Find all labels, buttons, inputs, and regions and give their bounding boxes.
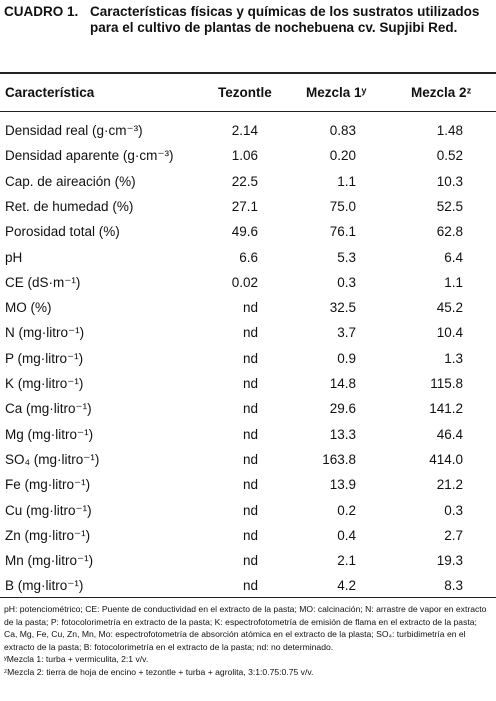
table-cell: 0.2 — [337, 502, 356, 518]
table-cell: 0.9 — [337, 350, 356, 366]
row-label: Densidad aparente (g·cm⁻³) — [5, 148, 174, 164]
header-rule — [0, 111, 496, 112]
table-cell: 8.3 — [444, 578, 463, 594]
table-cell: 49.6 — [231, 224, 258, 240]
table-cell: 76.1 — [329, 224, 356, 240]
row-label: Zn (mg·litro⁻¹) — [5, 527, 91, 543]
table-cell: 2.1 — [337, 553, 356, 569]
footnotes: pH: potenciométrico; CE: Puente de condu… — [4, 603, 492, 678]
table-cell: 75.0 — [329, 198, 356, 214]
table-cell: 4.2 — [337, 578, 356, 594]
row-label: MO (%) — [5, 300, 52, 316]
table-cell: 1.1 — [444, 274, 463, 290]
table-cell: 10.3 — [436, 173, 463, 189]
table-cell: 0.4 — [337, 527, 356, 543]
row-label: Ca (mg·litro⁻¹) — [5, 401, 92, 417]
table-cell: nd — [242, 401, 258, 417]
table-cell: 1.06 — [231, 148, 258, 164]
table-cell: 6.6 — [239, 249, 258, 265]
caption-number: CUADRO 1. — [4, 4, 79, 19]
table-cell: 45.2 — [436, 300, 463, 316]
table-cell: 52.5 — [436, 198, 463, 214]
table-cell: 163.8 — [322, 451, 356, 467]
table-cell: 141.2 — [429, 401, 463, 417]
table-cell: 1.1 — [337, 173, 356, 189]
table-cell: 32.5 — [329, 300, 356, 316]
table-cell: 0.52 — [436, 148, 463, 164]
table-cell: 0.20 — [329, 148, 356, 164]
row-label: Cu (mg·litro⁻¹) — [5, 502, 92, 518]
table-cell: 0.3 — [337, 274, 356, 290]
table-cell: nd — [242, 451, 258, 467]
bottom-rule — [0, 597, 496, 598]
table-cell: 0.3 — [444, 502, 463, 518]
column-header: Característica — [5, 85, 95, 100]
row-label: Cap. de aireación (%) — [5, 173, 136, 189]
table-cell: 0.02 — [231, 274, 258, 290]
table-cell: 13.9 — [329, 477, 356, 493]
table-cell: nd — [242, 325, 258, 341]
table-cell: 115.8 — [430, 376, 463, 391]
row-label: Ret. de humedad (%) — [5, 198, 134, 214]
table-cell: nd — [242, 426, 258, 442]
row-label: Porosidad total (%) — [5, 224, 120, 240]
table-cell: 22.5 — [231, 173, 258, 189]
footnote: ᶻMezcla 2: tierra de hoja de encino + te… — [4, 666, 314, 677]
table-cell: 2.7 — [444, 527, 463, 543]
row-label: CE (dS·m⁻¹) — [5, 274, 81, 290]
footnote: ʸMezcla 1: turba + vermiculita, 2:1 v/v. — [4, 654, 149, 664]
table-cell: 46.4 — [436, 426, 463, 442]
table-cell: nd — [242, 578, 258, 594]
table-cell: 2.14 — [231, 123, 258, 138]
table-cell: 13.3 — [329, 426, 356, 442]
table-cell: nd — [242, 300, 258, 316]
table-cell: nd — [242, 477, 258, 493]
table-cell: 19.3 — [436, 553, 463, 569]
table-cell: 62.8 — [436, 224, 463, 240]
table-cell: 6.4 — [444, 249, 463, 265]
table-cell: 21.2 — [436, 477, 463, 493]
caption-text: Características físicas y químicas de lo… — [90, 4, 480, 35]
column-header: Mezcla 1ʸ — [306, 85, 367, 100]
table-cell: 5.3 — [337, 249, 356, 265]
row-label: Mn (mg·litro⁻¹) — [5, 553, 94, 569]
row-label: Fe (mg·litro⁻¹) — [5, 477, 91, 493]
table-cell: nd — [242, 350, 258, 366]
table-cell: 27.1 — [231, 198, 258, 214]
row-label: N (mg·litro⁻¹) — [5, 325, 85, 341]
column-header: Tezontle — [218, 85, 272, 100]
table-cell: 3.7 — [337, 325, 356, 341]
row-label: K (mg·litro⁻¹) — [5, 376, 84, 391]
row-label: SO₄ (mg·litro⁻¹) — [5, 451, 100, 467]
table-cell: 1.48 — [436, 123, 463, 138]
row-label: B (mg·litro⁻¹) — [5, 578, 84, 594]
column-header: Mezcla 2ᶻ — [411, 85, 472, 100]
table-cell: 0.83 — [329, 123, 356, 138]
row-label: Densidad real (g·cm⁻³) — [5, 123, 143, 138]
table-cell: nd — [242, 553, 258, 569]
table-cell: 1.3 — [444, 350, 463, 366]
table-cell: 10.4 — [436, 325, 463, 341]
footnote: pH: potenciométrico; CE: Puente de condu… — [4, 604, 487, 652]
table-cell: 29.6 — [329, 401, 356, 417]
table-cell: 14.8 — [329, 376, 356, 391]
table-cell: nd — [242, 502, 258, 518]
table-cell: 414.0 — [429, 451, 463, 467]
row-label: pH — [5, 249, 23, 265]
row-label: P (mg·litro⁻¹) — [5, 350, 84, 366]
top-rule — [0, 72, 496, 74]
table-cell: nd — [242, 527, 258, 543]
row-label: Mg (mg·litro⁻¹) — [5, 426, 94, 442]
table-cell: nd — [242, 376, 258, 391]
